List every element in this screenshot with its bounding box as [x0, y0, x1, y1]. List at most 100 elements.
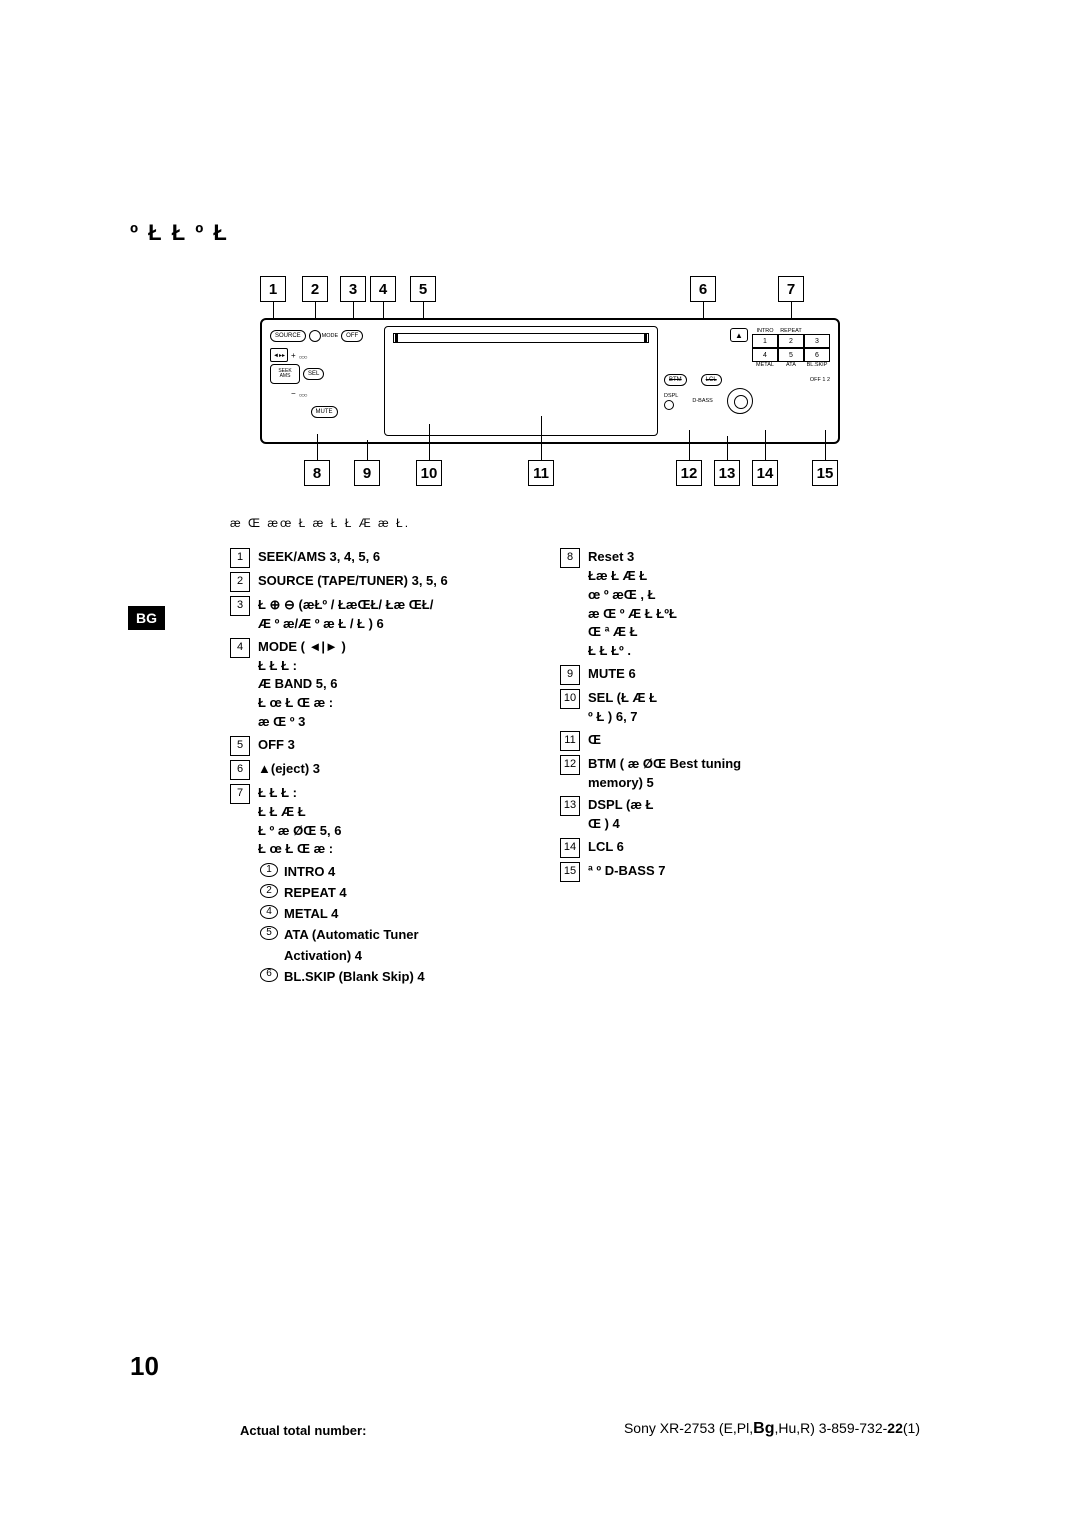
legend-item: 1 SEEK/AMS 3, 4, 5, 6 [230, 548, 530, 568]
legend-numbox: 10 [560, 689, 580, 709]
legend-item: 7 Ł Ł Ł : Ł Ł Æ Ł Ł º æ ØŒ 5, 6Ł œ Ł Œ æ … [230, 784, 530, 859]
legend-text: Ł ⊕ ⊖ (æŁº / ŁæŒŁ/ Łæ ŒŁ/Æ º æ/Æ º æ Ł /… [258, 596, 433, 634]
plus-icon: + [291, 351, 296, 360]
legend-numbox: 9 [560, 665, 580, 685]
legend-text: Œ [588, 731, 601, 751]
dspl-label: DSPL [664, 393, 678, 399]
btm-btn: BTM [664, 374, 687, 386]
legend-text: ª º D-BASS 7 [588, 862, 665, 882]
legend-item: 11 Œ [560, 731, 860, 751]
legend-circle: 2 [260, 884, 278, 898]
lcl-btn: LCL [701, 374, 722, 386]
legend-numbox: 12 [560, 755, 580, 775]
dots-lower [299, 384, 307, 402]
legend-text: SEEK/AMS 3, 4, 5, 6 [258, 548, 380, 568]
preset-1: 1 [752, 334, 778, 348]
callout-9: 9 [354, 460, 380, 486]
callout-6: 6 [690, 276, 716, 302]
mode-label: MODE [322, 333, 339, 339]
ata-label: ATA [778, 362, 804, 368]
legend-item: 10 SEL (Ł Æ Ł º Ł ) 6, 7 [560, 689, 860, 727]
left-control-panel: SOURCE MODE OFF ◄▸▸ + SEEK AMS [268, 326, 380, 436]
legend-numbox: 3 [230, 596, 250, 616]
legend-text: BTM ( æ ØŒ Best tuningmemory) 5 [588, 755, 741, 793]
legend-item: 15 ª º D-BASS 7 [560, 862, 860, 882]
device-diagram: 1 2 3 4 5 6 7 SOURCE MODE OFF [220, 276, 840, 486]
legend-numbox: 15 [560, 862, 580, 882]
radio-body: SOURCE MODE OFF ◄▸▸ + SEEK AMS [260, 318, 840, 444]
legend-sub: 4METAL 4 [260, 905, 530, 924]
callout-8: 8 [304, 460, 330, 486]
mode-knob [309, 330, 321, 342]
legend-numbox: 7 [230, 784, 250, 804]
legend-numbox: 13 [560, 796, 580, 816]
callout-15: 15 [812, 460, 838, 486]
legend-text: ▲(eject) 3 [258, 760, 320, 780]
legend-circle: 6 [260, 968, 278, 982]
callout-3: 3 [340, 276, 366, 302]
callout-11: 11 [528, 460, 554, 486]
callout-5: 5 [410, 276, 436, 302]
legend-item: 6 ▲(eject) 3 [230, 760, 530, 780]
legend-sub: 6BL.SKIP (Blank Skip) 4 [260, 968, 530, 987]
sel-btn: SEL [303, 368, 324, 380]
callout-2: 2 [302, 276, 328, 302]
right-control-panel: ▲ INTRO REPEAT 1 2 3 4 [662, 326, 832, 436]
dots-upper [299, 346, 307, 364]
callout-13: 13 [714, 460, 740, 486]
blskip-label: BL.SKIP [804, 362, 830, 368]
legend-item: 2 SOURCE (TAPE/TUNER) 3, 5, 6 [230, 572, 530, 592]
legend-text: Reset 3 Łæ Ł Æ Łœ º æŒ , Łæ Œ º Æ Ł ŁºŁŒ… [588, 548, 677, 661]
off12-label: OFF 1 2 [810, 377, 830, 383]
legend-numbox: 2 [230, 572, 250, 592]
legend-circle: 5 [260, 926, 278, 940]
preset-3: 3 [804, 334, 830, 348]
legend-item: 13DSPL (æ ŁŒ ) 4 [560, 796, 860, 834]
legend-text: Ł Ł Ł : Ł Ł Æ Ł Ł º æ ØŒ 5, 6Ł œ Ł Œ æ : [258, 784, 342, 859]
legend-circle: 4 [260, 905, 278, 919]
tape-dir-icon: ◄▸▸ [270, 348, 288, 362]
dbass-label: D-BASS [692, 398, 712, 404]
legend-numbox: 1 [230, 548, 250, 568]
legend-numbox: 5 [230, 736, 250, 756]
preset-grid: 1 2 3 4 5 6 [752, 334, 830, 362]
legend-numbox: 8 [560, 548, 580, 568]
legend-text: SOURCE (TAPE/TUNER) 3, 5, 6 [258, 572, 448, 592]
legend-item: 9MUTE 6 [560, 665, 860, 685]
legend-text: OFF 3 [258, 736, 295, 756]
legend-item: 4MODE ( ◄|► )Ł Ł Ł : Æ BAND 5, 6Ł œ Ł Œ … [230, 638, 530, 732]
footer-left: Actual total number: [240, 1423, 366, 1438]
preset-5: 5 [778, 348, 804, 362]
legend-sub: 2REPEAT 4 [260, 884, 530, 903]
preset-2: 2 [778, 334, 804, 348]
callout-4: 4 [370, 276, 396, 302]
legend-columns: 1 SEEK/AMS 3, 4, 5, 6 2 SOURCE (TAPE/TUNER)… [230, 548, 950, 988]
diagram-caption: æ Œ æœ Ł æ Ł Ł Æ æ Ł. [230, 516, 950, 530]
legend-numbox: 14 [560, 838, 580, 858]
seek-ams-rocker: SEEK AMS [270, 364, 300, 384]
legend-item: 8 Reset 3 Łæ Ł Æ Łœ º æŒ , Łæ Œ º Æ Ł ŁºŁ… [560, 548, 860, 661]
language-tag: BG [128, 606, 165, 630]
footer-right: Sony XR-2753 (E,Pl,Bg,Hu,R) 3-859-732-22… [624, 1420, 920, 1438]
legend-numbox: 11 [560, 731, 580, 751]
legend-item: 5 OFF 3 [230, 736, 530, 756]
legend-sub: 1INTRO 4 [260, 863, 530, 882]
callout-12: 12 [676, 460, 702, 486]
legend-circle: 1 [260, 863, 278, 877]
legend-sub: Activation) 4 [260, 947, 530, 966]
legend-item: 3 Ł ⊕ ⊖ (æŁº / ŁæŒŁ/ Łæ ŒŁ/Æ º æ/Æ º æ Ł … [230, 596, 530, 634]
eject-btn: ▲ [730, 328, 748, 342]
callout-14: 14 [752, 460, 778, 486]
legend-item: 12 BTM ( æ ØŒ Best tuningmemory) 5 [560, 755, 860, 793]
legend-text: SEL (Ł Æ Ł º Ł ) 6, 7 [588, 689, 657, 727]
callout-1: 1 [260, 276, 286, 302]
callout-7: 7 [778, 276, 804, 302]
minus-icon: − [291, 389, 296, 398]
dbass-knob [727, 388, 753, 414]
cassette-slot [384, 326, 658, 436]
right-column: 8 Reset 3 Łæ Ł Æ Łœ º æŒ , Łæ Œ º Æ Ł ŁºŁ… [560, 548, 860, 988]
mute-btn: MUTE [311, 406, 338, 418]
legend-text: MODE ( ◄|► )Ł Ł Ł : Æ BAND 5, 6Ł œ Ł Œ æ… [258, 638, 346, 732]
dspl-btn [664, 400, 674, 410]
page-number: 10 [130, 1351, 159, 1382]
